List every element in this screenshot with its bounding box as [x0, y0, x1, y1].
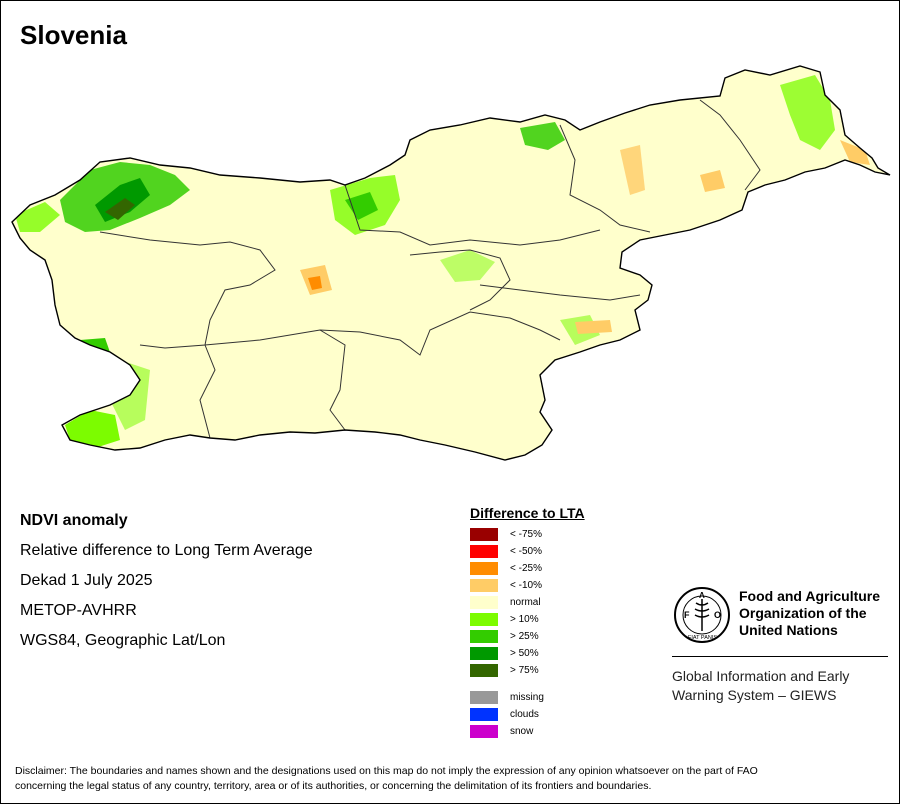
legend-item: snow	[470, 723, 585, 740]
giews-line2: Warning System – GIEWS	[672, 687, 837, 703]
legend-item: clouds	[470, 706, 585, 723]
fao-logo-f: F	[684, 610, 690, 620]
legend-label: < -10%	[510, 580, 542, 591]
info-subtitle: Relative difference to Long Term Average	[20, 542, 313, 559]
fao-name: Food and Agriculture Organization of the…	[739, 588, 899, 639]
divider	[672, 656, 888, 657]
legend-swatch	[470, 664, 498, 677]
legend-swatch	[470, 708, 498, 721]
boundary-east	[559, 124, 651, 233]
legend-label: > 10%	[510, 614, 539, 625]
legend-title: Difference to LTA	[470, 505, 585, 521]
boundary-north-central	[344, 184, 601, 246]
legend-item: > 50%	[470, 645, 585, 662]
fao-name-line2: Organization of the	[739, 605, 867, 621]
anomaly-area-central	[440, 250, 495, 282]
giews-line1: Global Information and Early	[672, 668, 850, 684]
legend-swatch	[470, 596, 498, 609]
legend-swatch	[470, 630, 498, 643]
anomaly-area-north-central-strong	[345, 192, 378, 220]
boundary-pomurska	[699, 99, 761, 191]
legend-swatch	[470, 545, 498, 558]
legend-item: < -10%	[470, 577, 585, 594]
legend-swatch	[470, 528, 498, 541]
fao-logo-motto: FIAT PANIS	[688, 635, 717, 641]
legend-label: < -75%	[510, 529, 542, 540]
giews-name: Global Information and Early Warning Sys…	[672, 667, 849, 705]
legend-item: < -50%	[470, 543, 585, 560]
fao-name-line1: Food and Agriculture	[739, 588, 881, 604]
country-map	[11, 65, 891, 461]
legend-label: > 75%	[510, 665, 539, 676]
disclaimer-line2: concerning the legal status of any count…	[15, 780, 652, 792]
legend-swatch	[470, 647, 498, 660]
region-boundaries	[99, 99, 761, 439]
legend-items: < -75% < -50% < -25% < -10% normal > 10% > 25%…	[470, 526, 585, 679]
legend-label: < -50%	[510, 546, 542, 557]
info-period: Dekad 1 July 2025	[20, 572, 153, 589]
legend-label: > 50%	[510, 648, 539, 659]
info-sensor: METOP-AVHRR	[20, 602, 137, 619]
info-title: NDVI anomaly	[20, 512, 128, 529]
fao-name-line3: United Nations	[739, 622, 838, 638]
anomaly-area-west-edge	[15, 202, 60, 232]
info-projection: WGS84, Geographic Lat/Lon	[20, 632, 226, 649]
legend-label: < -25%	[510, 563, 542, 574]
legend-label: missing	[510, 692, 544, 703]
legend-swatch	[470, 562, 498, 575]
legend-label: snow	[510, 726, 534, 737]
boundary-middle	[204, 311, 561, 356]
legend-item: missing	[470, 689, 585, 706]
fao-logo-o: O	[714, 610, 721, 620]
legend-swatch	[470, 725, 498, 738]
legend-swatch	[470, 579, 498, 592]
map-info: NDVI anomaly Relative difference to Long…	[20, 510, 313, 660]
anomaly-area-southeast-dry	[575, 320, 612, 334]
legend: Difference to LTA < -75% < -50% < -25% < -1…	[470, 505, 585, 740]
legend-label: > 25%	[510, 631, 539, 642]
anomaly-area-northeast	[780, 75, 835, 150]
anomaly-area-east-2	[700, 170, 725, 192]
legend-item: > 10%	[470, 611, 585, 628]
fao-logo-icon: F O A FIAT PANIS	[674, 587, 730, 643]
boundary-gorenjska	[99, 231, 276, 349]
anomaly-layer	[15, 75, 870, 448]
legend-swatch	[470, 691, 498, 704]
disclaimer: Disclaimer: The boundaries and names sho…	[15, 764, 890, 794]
legend-item: > 25%	[470, 628, 585, 645]
anomaly-area-northwest-peak	[105, 198, 135, 220]
legend-swatch	[470, 613, 498, 626]
legend-label: clouds	[510, 709, 539, 720]
legend-item: < -25%	[470, 560, 585, 577]
boundary-south-west	[199, 344, 216, 439]
anomaly-area-northeast-dry	[840, 140, 870, 165]
boundary-south-central	[319, 329, 346, 431]
legend-label: normal	[510, 597, 541, 608]
disclaimer-line1: Disclaimer: The boundaries and names sho…	[15, 765, 758, 777]
anomaly-area-carinthia	[520, 122, 565, 150]
legend-extra-items: missing clouds snow	[470, 689, 585, 740]
anomaly-area-coast	[65, 410, 120, 448]
anomaly-area-east	[620, 145, 645, 195]
legend-item: > 75%	[470, 662, 585, 679]
boundary-zasavska	[409, 249, 511, 311]
fao-logo-a: A	[699, 591, 705, 600]
legend-item: < -75%	[470, 526, 585, 543]
map-title: Slovenia	[20, 20, 127, 50]
legend-item: normal	[470, 594, 585, 611]
boundary-posavska	[479, 284, 641, 301]
anomaly-area-ljubljana-strong	[308, 276, 322, 290]
